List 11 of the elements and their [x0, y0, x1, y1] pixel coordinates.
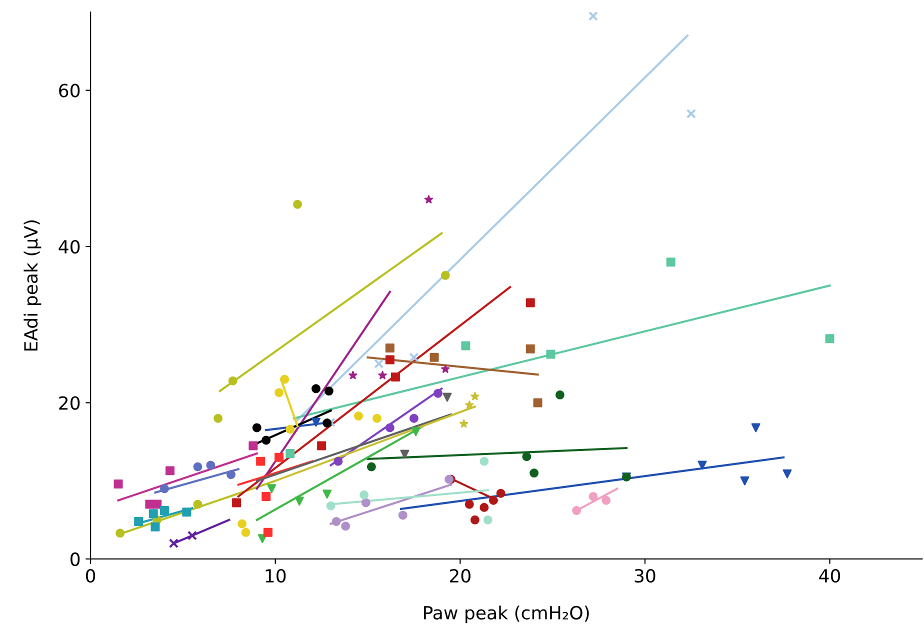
x-axis-title: Paw peak (cmH₂O)	[424, 606, 589, 624]
x-tick-label: 20	[450, 568, 470, 583]
y-tick-label: 0	[70, 552, 80, 566]
x-tick-label: 10	[266, 568, 286, 583]
y-axis-title: EAdi peak (µV)	[24, 220, 42, 351]
x-tick-label: 30	[634, 568, 656, 583]
y-tick-label: 60	[59, 84, 80, 98]
y-tick-label: 20	[59, 396, 80, 410]
x-tick-label: 40	[819, 568, 840, 583]
x-tick-label: 0	[86, 568, 96, 583]
y-tick-label: 40	[58, 240, 80, 254]
